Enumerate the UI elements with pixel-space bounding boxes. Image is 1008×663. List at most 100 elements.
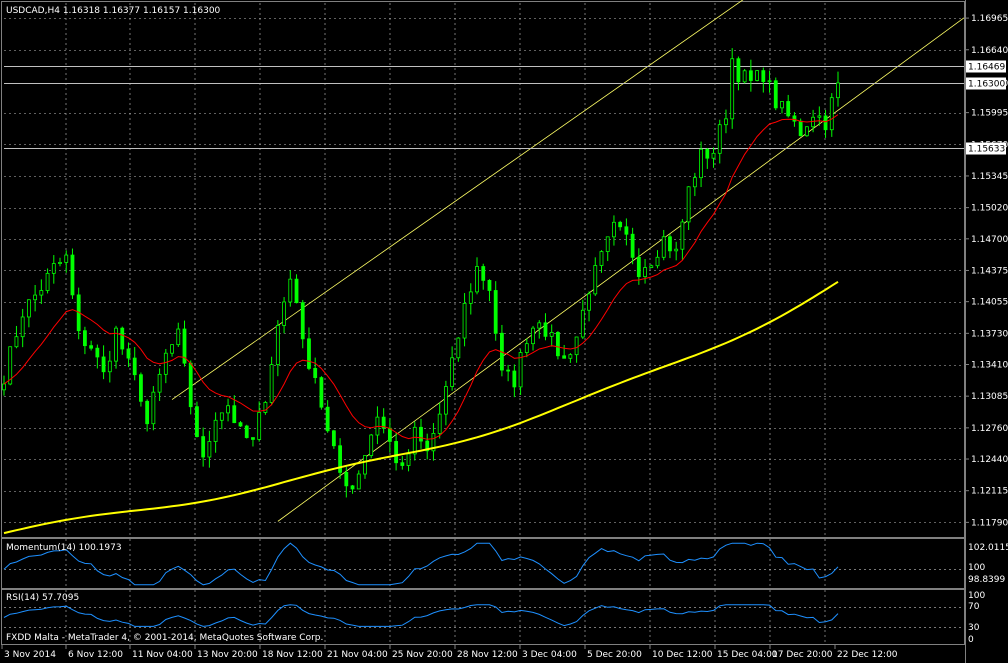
candle-body (817, 115, 822, 118)
candle-body (269, 364, 274, 403)
candle-body (14, 336, 19, 348)
candle-body (661, 236, 666, 258)
time-axis-label: 25 Nov 20:00 (392, 650, 453, 660)
candle-body (456, 337, 461, 359)
price-scale-label: 1.12115 (971, 487, 1008, 497)
candle-body (132, 357, 137, 376)
candle-body (64, 254, 69, 263)
price-scale-label: 1.12440 (971, 455, 1008, 465)
momentum-frame (1, 538, 965, 589)
price-scale: 1.169651.166401.163001.159951.156701.153… (965, 0, 1008, 663)
candle-body (170, 344, 174, 354)
price-level-value: 1.16469 (968, 63, 1005, 73)
candle-body (356, 473, 361, 490)
time-axis-label: 6 Nov 12:00 (68, 650, 123, 660)
candle-body (219, 412, 224, 421)
candle-body (599, 251, 604, 266)
momentum-header: Momentum(14) 100.1973 (6, 543, 122, 553)
candle-body (369, 434, 374, 456)
candle-body (419, 426, 423, 442)
candle-body (786, 101, 791, 117)
candle-body (674, 248, 679, 252)
rsi-scale-0: 0 (968, 635, 974, 645)
horizontal-levels[interactable] (4, 66, 964, 149)
time-axis-label: 5 Dec 20:00 (587, 650, 642, 660)
candle-body (468, 291, 473, 304)
candle-body (593, 265, 598, 295)
candles (2, 48, 840, 498)
rsi-scale-100: 100 (968, 591, 985, 601)
price-scale-label: 1.14700 (971, 235, 1008, 245)
candle-body (443, 386, 448, 415)
candle-body (556, 332, 560, 357)
time-axis-label: 18 Nov 12:00 (262, 650, 323, 660)
candle-body (313, 368, 318, 378)
candle-body (736, 58, 741, 83)
candle-body (543, 322, 548, 337)
channel-lower-line (277, 17, 965, 522)
candle-body (506, 369, 511, 372)
price-scale-label: 1.15020 (971, 204, 1008, 214)
candle-body (95, 347, 100, 358)
candle-body (804, 126, 809, 137)
candle-body (574, 336, 579, 356)
candle-body (325, 406, 330, 432)
candle-body (836, 82, 840, 99)
candle-body (381, 416, 386, 429)
candle-body (431, 433, 436, 452)
candle-body (201, 436, 206, 458)
candle-body (157, 373, 162, 393)
main-price-panel[interactable]: USDCAD,H4 1.16318 1.16377 1.16157 1.1630… (1, 0, 965, 538)
price-scale-label: 1.16640 (971, 46, 1008, 56)
candle-body (668, 236, 672, 252)
rsi-scale-70: 70 (968, 602, 980, 612)
candle-body (537, 322, 542, 329)
candle-body (207, 441, 212, 458)
candle-body (450, 357, 455, 387)
candle-body (705, 148, 710, 159)
candle-body (798, 120, 803, 137)
candle-body (624, 226, 629, 235)
candle-body (493, 290, 498, 334)
candle-body (699, 148, 703, 179)
candle-body (126, 348, 131, 359)
candle-body (275, 325, 280, 365)
candle-body (692, 177, 697, 188)
rsi-panel[interactable]: RSI(14) 57.7095 100 70 30 0 FXDD Malta -… (1, 589, 986, 646)
candle-body (20, 316, 25, 338)
candle-body (711, 152, 716, 159)
candle-body (618, 221, 623, 228)
candle-body (70, 254, 75, 296)
momentum-grid (4, 539, 964, 588)
candle-body (251, 437, 255, 440)
candle-body (829, 97, 834, 131)
candle-body (83, 330, 87, 347)
candle-body (475, 266, 479, 293)
price-scale-label: 1.14055 (971, 298, 1008, 308)
fast-moving-average (3, 114, 839, 440)
candle-body (481, 266, 486, 281)
time-axis-label: 17 Dec 20:00 (772, 650, 833, 660)
rsi-line (3, 604, 839, 627)
candle-body (524, 343, 529, 353)
momentum-scale-mid: 100 (968, 563, 985, 573)
candle-body (331, 430, 336, 447)
trend-channel[interactable] (171, 0, 965, 522)
price-scale-label: 1.12760 (971, 424, 1008, 434)
price-scale-labels: 1.169651.166401.163001.159951.156701.153… (965, 14, 1008, 528)
candle-body (487, 280, 492, 291)
candle-body (195, 406, 199, 437)
time-axis-label: 13 Nov 20:00 (197, 650, 258, 660)
momentum-line (3, 542, 839, 586)
candle-body (8, 346, 13, 385)
momentum-panel[interactable]: Momentum(14) 100.1973 102.0115 100 98.83… (1, 538, 1008, 589)
price-level-tag (966, 142, 1006, 155)
time-axis-label: 15 Dec 04:00 (717, 650, 778, 660)
time-axis-label: 21 Nov 04:00 (327, 650, 388, 660)
moving-averages (3, 114, 839, 535)
candle-body (107, 360, 112, 373)
price-level-tag (966, 60, 1006, 73)
candle-body (412, 426, 417, 455)
candle-body (394, 441, 399, 464)
